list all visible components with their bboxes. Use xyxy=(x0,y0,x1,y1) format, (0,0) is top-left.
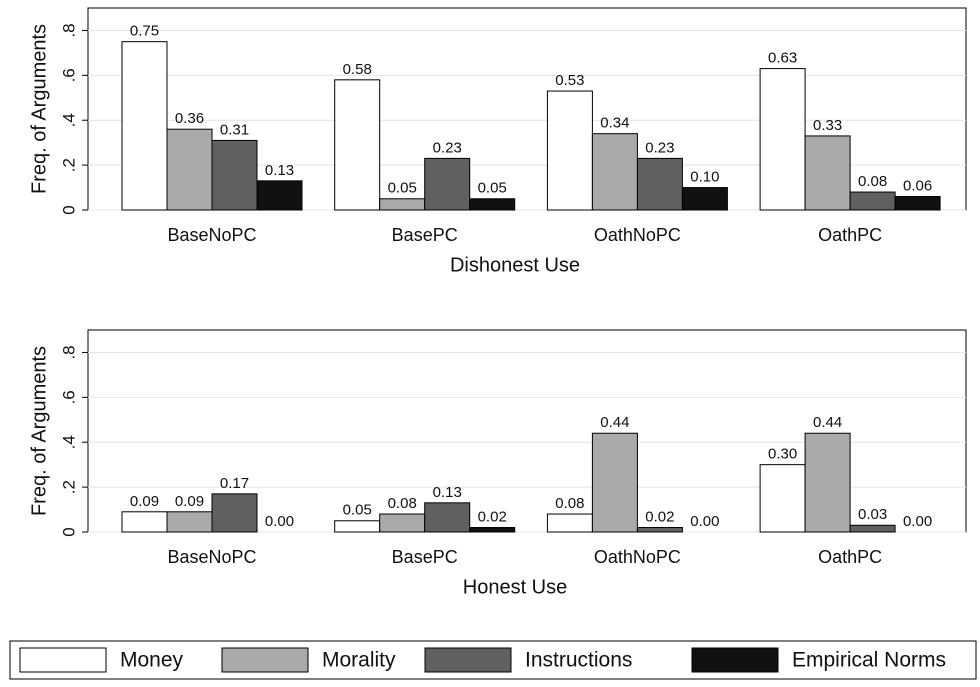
legend-label: Money xyxy=(120,649,184,672)
value-label: 0.05 xyxy=(478,180,507,197)
y-tick-label: .6 xyxy=(59,390,78,404)
value-label: 0.23 xyxy=(645,139,674,156)
value-label: 0.08 xyxy=(555,495,584,512)
bar xyxy=(681,187,728,211)
value-label: 0.13 xyxy=(433,484,462,501)
bar xyxy=(256,180,303,211)
y-tick-label: 0 xyxy=(59,205,78,214)
y-tick-label: .4 xyxy=(59,113,78,127)
bar xyxy=(894,196,941,211)
y-tick-label: .4 xyxy=(59,435,78,449)
x-tick-label: OathPC xyxy=(818,547,882,567)
bar xyxy=(469,198,516,211)
value-label: 0.63 xyxy=(768,50,797,67)
x-tick-label: BaseNoPC xyxy=(167,547,256,567)
value-label: 0.05 xyxy=(343,502,372,519)
value-label: 0.36 xyxy=(175,110,204,127)
bar xyxy=(211,139,258,211)
bar xyxy=(546,90,593,211)
value-label: 0.08 xyxy=(388,495,417,512)
value-label: 0.44 xyxy=(600,414,629,431)
bar xyxy=(166,128,213,211)
bar xyxy=(591,432,638,533)
y-tick-label: .8 xyxy=(59,345,78,359)
value-label: 0.58 xyxy=(343,61,372,78)
value-label: 0.23 xyxy=(433,139,462,156)
y-tick-label: .6 xyxy=(59,68,78,82)
legend-swatch xyxy=(221,647,309,673)
bar xyxy=(211,493,258,533)
value-label: 0.03 xyxy=(858,506,887,523)
bar xyxy=(546,513,593,533)
legend-swatch xyxy=(691,647,779,673)
value-label: 0.17 xyxy=(220,475,249,492)
x-tick-label: OathNoPC xyxy=(594,547,681,567)
value-label: 0.33 xyxy=(813,117,842,134)
y-tick-label: 0 xyxy=(59,527,78,536)
bar xyxy=(424,157,471,211)
bar xyxy=(121,511,168,533)
x-tick-label: OathNoPC xyxy=(594,225,681,245)
bar xyxy=(636,527,683,533)
value-label: 0.02 xyxy=(478,508,507,525)
x-tick-label: BasePC xyxy=(392,225,458,245)
value-label: 0.09 xyxy=(175,493,204,510)
y-tick-label: .2 xyxy=(59,158,78,172)
value-label: 0.08 xyxy=(858,173,887,190)
bar xyxy=(469,527,516,533)
x-axis-label: Honest Use xyxy=(463,576,568,598)
value-label: 0.44 xyxy=(813,414,842,431)
bar xyxy=(334,520,381,533)
value-label: 0.00 xyxy=(265,513,294,530)
bar xyxy=(759,68,806,211)
value-label: 0.09 xyxy=(130,493,159,510)
value-label: 0.00 xyxy=(690,513,719,530)
y-tick-label: .2 xyxy=(59,480,78,494)
y-axis-label: Freq. of Arguments xyxy=(28,346,50,516)
value-label: 0.10 xyxy=(690,169,719,186)
legend-label: Morality xyxy=(322,649,396,672)
legend-label: Empirical Norms xyxy=(792,649,946,672)
bar xyxy=(849,191,896,211)
value-label: 0.34 xyxy=(600,115,629,132)
value-label: 0.02 xyxy=(645,508,674,525)
legend-swatch xyxy=(424,647,512,673)
value-label: 0.06 xyxy=(903,178,932,195)
x-tick-label: BaseNoPC xyxy=(167,225,256,245)
x-tick-label: BasePC xyxy=(392,547,458,567)
x-axis-label: Dishonest Use xyxy=(450,254,580,276)
value-label: 0.05 xyxy=(388,180,417,197)
legend-label: Instructions xyxy=(525,649,632,672)
value-label: 0.31 xyxy=(220,121,249,138)
y-axis-label: Freq. of Arguments xyxy=(28,24,50,194)
bar xyxy=(636,157,683,211)
bar xyxy=(849,524,896,533)
bar xyxy=(166,511,213,533)
value-label: 0.00 xyxy=(903,513,932,530)
value-label: 0.13 xyxy=(265,162,294,179)
bar xyxy=(591,133,638,211)
y-tick-label: .8 xyxy=(59,23,78,37)
x-tick-label: OathPC xyxy=(818,225,882,245)
legend-swatch xyxy=(19,647,107,673)
bar xyxy=(804,432,851,533)
bar xyxy=(334,79,381,211)
bar xyxy=(804,135,851,211)
bar xyxy=(424,502,471,533)
bar xyxy=(379,198,426,211)
bar xyxy=(121,41,168,211)
bar xyxy=(759,464,806,533)
value-label: 0.30 xyxy=(768,446,797,463)
value-label: 0.53 xyxy=(555,72,584,89)
value-label: 0.75 xyxy=(130,23,159,40)
bar xyxy=(379,513,426,533)
